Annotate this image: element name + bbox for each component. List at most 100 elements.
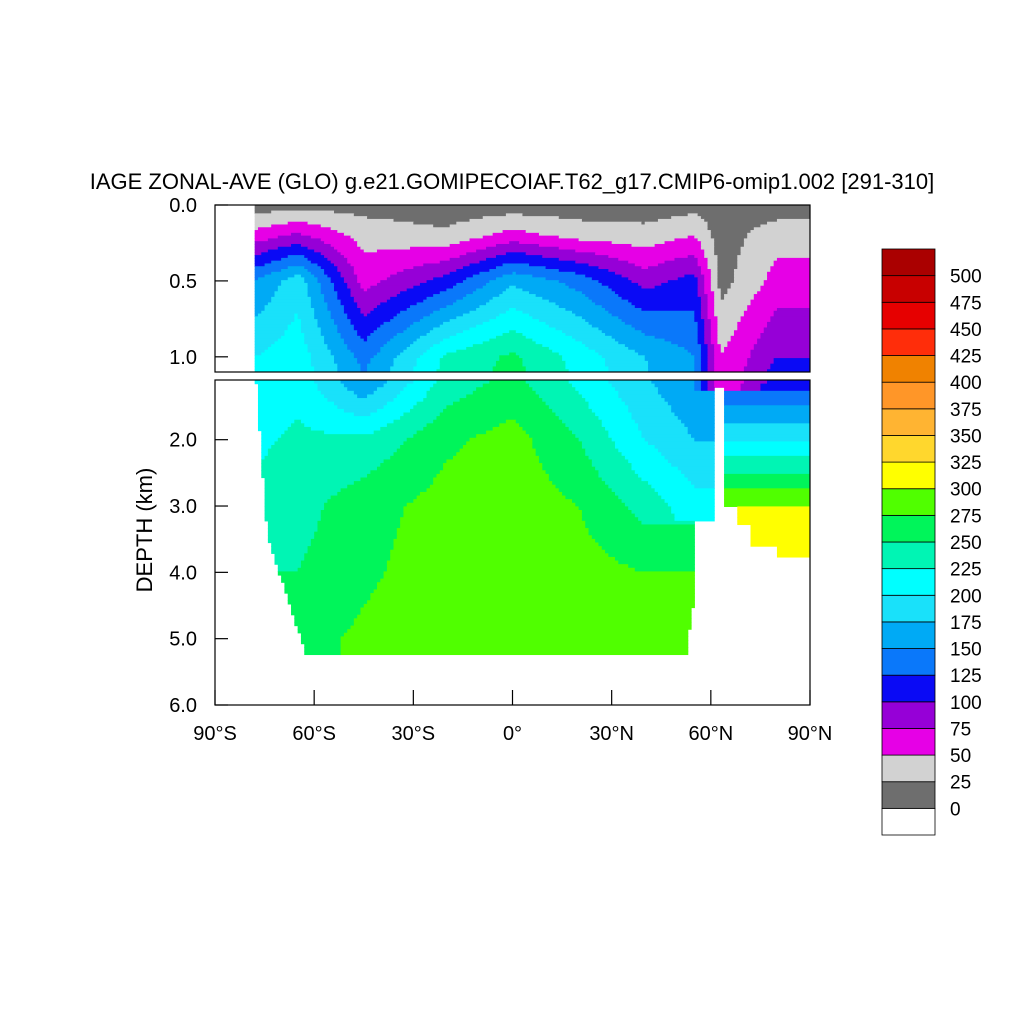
field-cell [704, 333, 712, 337]
field-cell [763, 280, 810, 284]
field-cell [545, 266, 600, 270]
field-cell [327, 346, 348, 351]
field-cell [426, 423, 500, 428]
field-cell [261, 434, 282, 439]
field-cell [717, 338, 732, 342]
field-cell [443, 274, 474, 278]
field-cell [406, 346, 431, 351]
legend-swatch [881, 514, 936, 543]
field-cell [700, 360, 709, 365]
field-cell [337, 363, 362, 368]
field-cell [750, 528, 810, 533]
field-cell [390, 296, 428, 301]
field-cell [400, 310, 434, 315]
legend-swatch [881, 248, 936, 277]
field-cell [357, 302, 381, 306]
field-cell [542, 463, 593, 468]
field-cell [271, 549, 309, 554]
field-cell [710, 280, 719, 284]
field-cell [436, 369, 494, 372]
field-cell [406, 288, 447, 292]
field-cell [254, 227, 259, 231]
field-cell [439, 363, 497, 368]
field-cell [710, 327, 719, 331]
field-cell [548, 477, 603, 482]
field-cell [674, 513, 715, 518]
field-cell [254, 216, 368, 220]
field-cell [337, 327, 355, 331]
field-cell [694, 313, 702, 317]
field-cell [575, 260, 629, 265]
field-cell [525, 369, 570, 372]
field-cell [773, 360, 810, 365]
field-cell [264, 506, 325, 511]
field-cell [350, 294, 398, 298]
field-cell [743, 238, 810, 242]
field-cell [747, 363, 771, 368]
field-cell [291, 611, 362, 616]
field-cell [694, 369, 702, 372]
field-cell [595, 538, 695, 544]
field-cell [618, 294, 699, 298]
field-cell [307, 291, 322, 295]
field-cell [618, 448, 659, 453]
field-cell [767, 221, 810, 226]
field-cell [565, 360, 606, 365]
field-cell [628, 506, 672, 511]
field-cell [588, 405, 629, 410]
field-cell [710, 285, 719, 290]
field-cell [334, 355, 355, 359]
field-cell [320, 285, 335, 290]
field-cell [724, 430, 810, 435]
field-cell [297, 567, 388, 572]
field-cell [595, 302, 633, 306]
field-cell [737, 266, 771, 270]
field-cell [591, 535, 695, 540]
field-cell [727, 344, 755, 348]
field-cell [641, 477, 689, 482]
field-cell [310, 302, 328, 306]
field-cell [254, 249, 269, 253]
field-cell [581, 291, 616, 295]
field-cell [254, 280, 282, 284]
field-cell [776, 546, 810, 551]
field-cell [611, 335, 656, 340]
field-cell [353, 238, 471, 242]
field-cell [634, 349, 689, 354]
field-cell [614, 291, 699, 295]
field-cell [697, 330, 705, 334]
field-cell [254, 282, 282, 287]
field-cell [548, 299, 593, 304]
field-cell [254, 319, 295, 323]
field-cell [750, 349, 810, 354]
field-cell [317, 520, 401, 526]
field-cell [254, 296, 272, 301]
field-cell [287, 600, 368, 605]
field-cell [499, 423, 520, 428]
field-cell [393, 363, 418, 368]
field-cell [538, 394, 583, 399]
field-cell [264, 484, 348, 489]
field-cell [254, 263, 266, 267]
legend-label: 200 [950, 586, 982, 607]
field-cell [410, 344, 434, 348]
field-cell [631, 510, 672, 515]
field-cell [343, 383, 385, 388]
field-cell [717, 335, 732, 340]
field-cell [641, 221, 646, 226]
legend-label: 225 [950, 560, 982, 581]
field-cell [257, 390, 322, 396]
field-cell [704, 282, 712, 287]
field-cell [403, 510, 583, 515]
field-cell [416, 430, 487, 435]
field-cell [558, 216, 672, 220]
field-cell [492, 366, 527, 370]
field-cell [724, 448, 810, 453]
field-cell [456, 269, 490, 273]
field-cell [568, 426, 606, 432]
field-cell [281, 269, 309, 273]
field-cell [542, 296, 590, 301]
field-cell [291, 243, 302, 248]
field-cell [254, 243, 292, 248]
field-cell [300, 632, 345, 637]
